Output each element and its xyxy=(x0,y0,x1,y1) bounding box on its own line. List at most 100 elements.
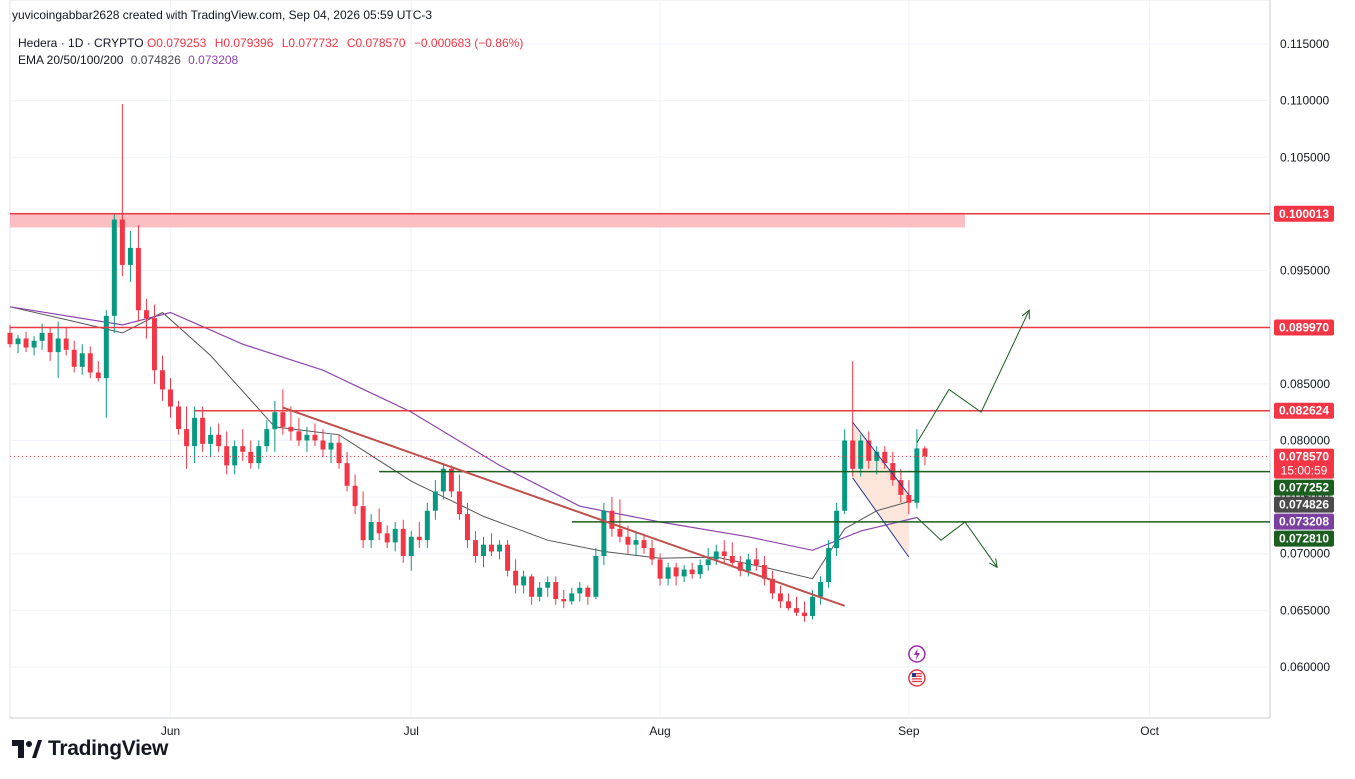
candle xyxy=(47,327,53,362)
candle-body xyxy=(248,451,254,464)
candle-body xyxy=(593,556,599,597)
candle xyxy=(882,446,888,469)
candle xyxy=(874,446,880,475)
price-label-box xyxy=(1274,479,1334,496)
candle xyxy=(537,582,543,602)
price-label-box xyxy=(1274,448,1334,479)
candle xyxy=(31,336,37,356)
candle xyxy=(601,502,607,566)
price-label-text: 0.089970 xyxy=(1279,321,1329,335)
symbol-label[interactable]: Hedera · 1D · CRYPTO xyxy=(18,36,144,50)
candle xyxy=(633,531,639,557)
candle-body xyxy=(705,559,711,566)
candle-body xyxy=(721,551,727,557)
scenario-down-path-arrowhead xyxy=(989,558,998,569)
flag-stripe xyxy=(911,675,922,677)
countdown-label: 15:00:59 xyxy=(1281,464,1328,478)
candle-body xyxy=(184,429,190,447)
flag-canton xyxy=(911,673,916,677)
candle-body xyxy=(577,587,583,594)
price-axis: 0.1150000.1100000.1050000.1000000.095000… xyxy=(1274,37,1334,674)
candle xyxy=(705,548,711,571)
ema50-value: 0.073208 xyxy=(188,53,239,67)
candle-body xyxy=(745,559,751,571)
candle-body xyxy=(529,576,535,597)
price-label: 0.100013 xyxy=(1274,205,1334,222)
candle-body xyxy=(232,446,238,466)
candle-body xyxy=(713,551,719,560)
candle xyxy=(777,585,783,609)
resistance-zone xyxy=(10,212,966,228)
candle xyxy=(127,230,133,282)
brand-name: TradingView xyxy=(48,737,169,760)
ema20-value: 0.074826 xyxy=(130,53,181,67)
candle-body xyxy=(360,506,366,541)
us-flag-event-icon xyxy=(908,669,926,687)
candle xyxy=(143,298,149,339)
candle-body xyxy=(440,468,446,492)
candle-body xyxy=(159,370,165,390)
candle-body xyxy=(842,440,848,511)
annotation-zones xyxy=(10,212,966,558)
candle xyxy=(55,321,61,379)
candle-body xyxy=(87,353,93,373)
candle xyxy=(489,533,495,557)
tradingview-brand[interactable]: TradingView xyxy=(12,737,168,761)
candle-body xyxy=(609,510,615,529)
candle-body xyxy=(103,315,109,379)
candle-body xyxy=(376,522,382,534)
candle-body xyxy=(39,332,45,341)
candle xyxy=(304,426,310,452)
chart-legend: Hedera · 1D · CRYPTO O0.079253 H0.079396… xyxy=(18,35,528,69)
candle xyxy=(729,542,735,568)
candle-body xyxy=(641,540,647,549)
candle-body xyxy=(882,451,888,464)
candle xyxy=(898,468,904,503)
candle xyxy=(15,335,21,354)
candle-body xyxy=(785,601,791,609)
candle-body xyxy=(392,528,398,543)
drawings xyxy=(10,213,1270,607)
candle xyxy=(87,346,93,379)
candle-body xyxy=(352,485,358,507)
y-tick-label: 0.070000 xyxy=(1280,547,1330,561)
x-tick-label: Jun xyxy=(161,724,180,738)
y-tick-label: 0.110000 xyxy=(1280,94,1329,108)
candle xyxy=(63,327,69,356)
candle-body xyxy=(63,338,69,350)
price-label-text: 0.073208 xyxy=(1279,515,1329,529)
candle-body xyxy=(761,565,767,579)
candle xyxy=(649,540,655,566)
candle-body xyxy=(898,480,904,495)
candle xyxy=(697,559,703,579)
candle xyxy=(168,378,173,418)
price-label-box xyxy=(1274,530,1334,547)
candle xyxy=(472,531,478,563)
candle xyxy=(681,565,687,583)
candle-body xyxy=(23,338,29,348)
candle xyxy=(208,426,214,458)
ema-row: EMA 20/50/100/200 0.074826 0.073208 xyxy=(18,52,528,69)
candle xyxy=(256,440,262,469)
candle xyxy=(497,540,503,560)
candle-body xyxy=(151,318,157,371)
candle xyxy=(569,587,575,605)
candle-body xyxy=(304,434,310,441)
candle-body xyxy=(481,544,486,557)
candle xyxy=(641,533,647,554)
candle xyxy=(593,548,599,600)
candle-body xyxy=(625,536,631,545)
candle xyxy=(296,417,302,447)
candle xyxy=(850,361,856,477)
ema-label[interactable]: EMA 20/50/100/200 xyxy=(18,53,124,67)
ohlc-row: Hedera · 1D · CRYPTO O0.079253 H0.079396… xyxy=(18,35,528,52)
candle-body xyxy=(296,431,302,441)
price-label-box xyxy=(1274,402,1334,419)
candle-body xyxy=(119,219,125,265)
high-value: H0.079396 xyxy=(214,36,274,50)
candle-body xyxy=(288,426,294,432)
candle xyxy=(769,570,775,600)
candle-body xyxy=(200,417,206,444)
candle xyxy=(553,576,559,605)
